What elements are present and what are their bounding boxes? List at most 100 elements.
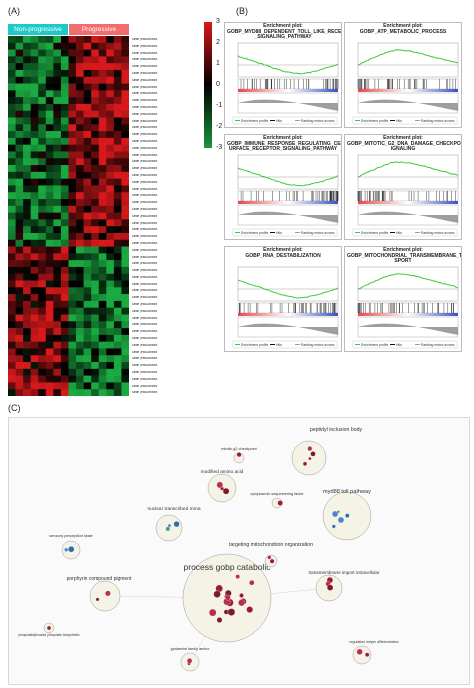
heatmap-cell	[106, 368, 115, 376]
heatmap-cell	[15, 56, 24, 64]
heatmap-cell	[53, 355, 62, 363]
heatmap-cell	[121, 375, 129, 383]
heatmap-cell	[53, 219, 62, 227]
heatmap-cell	[113, 185, 122, 193]
heatmap-cell	[113, 219, 122, 227]
heatmap-cell	[113, 239, 122, 247]
heatmap-cell	[121, 192, 129, 200]
heatmap-cell	[60, 382, 69, 390]
heatmap-cell	[76, 76, 84, 84]
hits-band	[237, 78, 339, 90]
heatmap-cell	[68, 266, 77, 275]
heatmap-cell	[121, 314, 129, 322]
network-node	[337, 516, 345, 524]
heatmap-cell	[60, 239, 69, 247]
network-node	[249, 580, 255, 586]
heatmap-cell	[83, 158, 92, 166]
gsea-plot: Enrichment plot: GOBP_MYD88_DEPENDENT_TOL…	[224, 22, 342, 128]
heatmap-cell	[45, 103, 54, 112]
heatmap-cell	[68, 226, 77, 234]
heatmap-cell	[68, 314, 77, 322]
heatmap-cell	[98, 205, 107, 213]
heatmap-cell	[68, 192, 77, 200]
heatmap-cell	[38, 294, 47, 302]
hits-band	[237, 302, 339, 314]
heatmap-cell	[23, 260, 31, 268]
heatmap-cell	[8, 205, 16, 213]
heatmap-cell	[68, 253, 77, 261]
heatmap-cell	[15, 90, 24, 98]
heatmap-cell	[15, 368, 24, 376]
heatmap-cell	[113, 389, 122, 396]
heatmap-cell	[113, 280, 122, 288]
heatmap-cell	[23, 76, 31, 84]
heatmap-cell	[91, 76, 100, 84]
heatmap-cell	[113, 103, 122, 112]
heatmap-cell	[121, 137, 129, 145]
heatmap-cell	[98, 171, 107, 179]
heatmap-cell	[8, 273, 16, 281]
heatmap-cell	[91, 192, 100, 200]
heatmap-cell	[76, 341, 84, 349]
cluster-label: mitotic g2 checkpoint	[221, 447, 257, 451]
heatmap-row-label: GENE|ENSG00000	[132, 220, 158, 225]
heatmap-cell	[8, 389, 16, 396]
heatmap-cell	[23, 375, 31, 383]
heatmap-cell	[23, 90, 31, 98]
heatmap-cell	[121, 273, 129, 281]
heatmap-cell	[98, 151, 107, 159]
heatmap-cell	[76, 178, 84, 186]
heatmap-cell	[60, 375, 69, 383]
gsea-plot-title: Enrichment plot: GOBP_RNA_DESTABILIZATIO…	[245, 247, 321, 259]
heatmap-cell	[45, 321, 54, 329]
heatmap-cell	[45, 334, 54, 342]
enrichment-network: process gobp catabolic peptidyl inclusion…	[18, 427, 399, 672]
heatmap-cell	[91, 362, 100, 370]
heatmap-cell	[45, 362, 54, 370]
heatmap-cell	[121, 76, 129, 84]
heatmap-cell	[23, 307, 31, 315]
heatmap-cell	[45, 192, 54, 200]
heatmap-cell	[121, 171, 129, 179]
network-node	[227, 608, 236, 616]
hits-band	[357, 78, 459, 90]
heatmap-cell	[113, 260, 122, 268]
heatmap-cell	[38, 212, 47, 220]
heatmap-cell	[91, 389, 100, 396]
heatmap-cell	[8, 246, 16, 254]
heatmap-cell	[23, 328, 31, 336]
heatmap-cell	[45, 300, 54, 308]
heatmap-cell	[113, 178, 122, 186]
heatmap-cell	[45, 328, 54, 336]
heatmap-cell	[53, 124, 62, 132]
heatmap-cell	[113, 76, 122, 84]
heatmap-cell	[76, 368, 84, 376]
heatmap-cell	[98, 219, 107, 227]
heatmap-cell	[76, 110, 84, 118]
es-plot-frame	[237, 154, 339, 190]
heatmap-cell	[121, 341, 129, 349]
heatmap-cell	[15, 219, 24, 227]
heatmap-cell	[8, 368, 16, 376]
network-node	[246, 606, 254, 613]
heatmap-cell	[76, 144, 84, 152]
heatmap-cell	[113, 294, 122, 302]
heatmap-cell	[91, 348, 100, 356]
heatmap-cell	[8, 280, 16, 288]
heatmap-row-label: GENE|ENSG00000	[132, 261, 158, 266]
panel-c-label: (C)	[8, 403, 21, 413]
heatmap-cell	[30, 348, 39, 356]
heatmap-cell	[23, 158, 31, 166]
heatmap-cell	[121, 103, 129, 112]
heatmap-cell	[98, 137, 107, 145]
heatmap-cell	[98, 49, 107, 57]
heatmap-cell	[68, 42, 77, 50]
heatmap-cell	[53, 273, 62, 281]
heatmap-cell	[23, 368, 31, 376]
heatmap-cell	[45, 165, 54, 173]
heatmap-cell	[76, 226, 84, 234]
heatmap-cell	[83, 117, 92, 125]
heatmap-cell	[53, 199, 62, 207]
heatmap-cell	[38, 368, 47, 376]
heatmap-cell	[30, 131, 39, 139]
